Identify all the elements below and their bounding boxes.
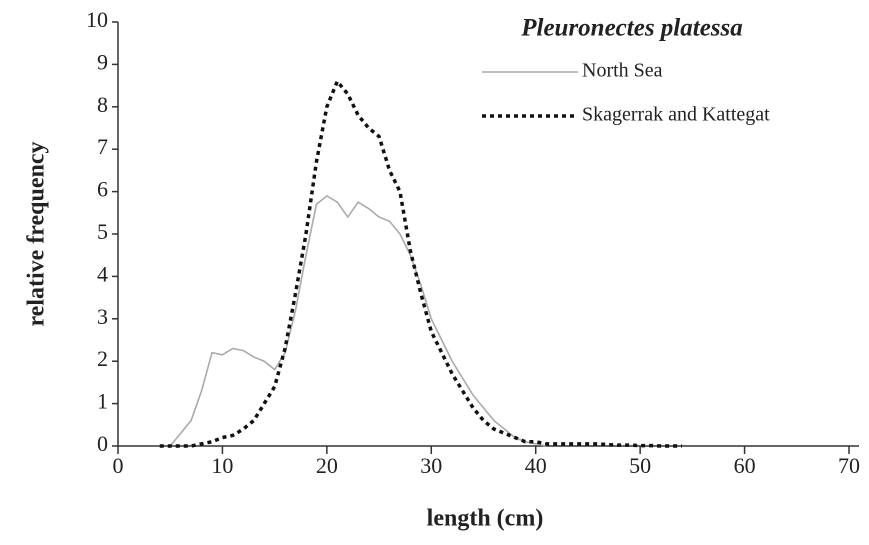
y-tick-label: 9 [97, 49, 108, 74]
series-line [159, 77, 682, 448]
y-tick-label: 5 [97, 219, 108, 244]
x-tick-label: 30 [420, 453, 442, 478]
x-tick-label: 60 [734, 453, 756, 478]
y-tick-label: 6 [97, 177, 108, 202]
x-tick-label: 20 [316, 453, 338, 478]
y-tick-label: 3 [97, 304, 108, 329]
x-tick-label: 40 [525, 453, 547, 478]
y-tick-label: 4 [97, 261, 108, 286]
x-tick-label: 70 [838, 453, 860, 478]
x-axis-label: length (cm) [427, 506, 544, 532]
y-tick-label: 1 [97, 389, 108, 414]
legend-label: North Sea [582, 60, 663, 82]
legend-title: Pleuronectes platessa [520, 15, 743, 42]
y-tick-label: 7 [97, 134, 108, 159]
series-line [169, 194, 547, 447]
y-axis-label: relative frequency [24, 141, 50, 326]
y-tick-label: 8 [97, 92, 108, 117]
legend-label: Skagerrak and Kattegat [582, 104, 770, 126]
x-tick-label: 0 [113, 453, 124, 478]
y-tick-label: 10 [86, 7, 108, 32]
y-tick-label: 2 [97, 346, 108, 371]
x-tick-label: 10 [211, 453, 233, 478]
y-tick-label: 0 [97, 431, 108, 456]
x-tick-label: 50 [629, 453, 651, 478]
